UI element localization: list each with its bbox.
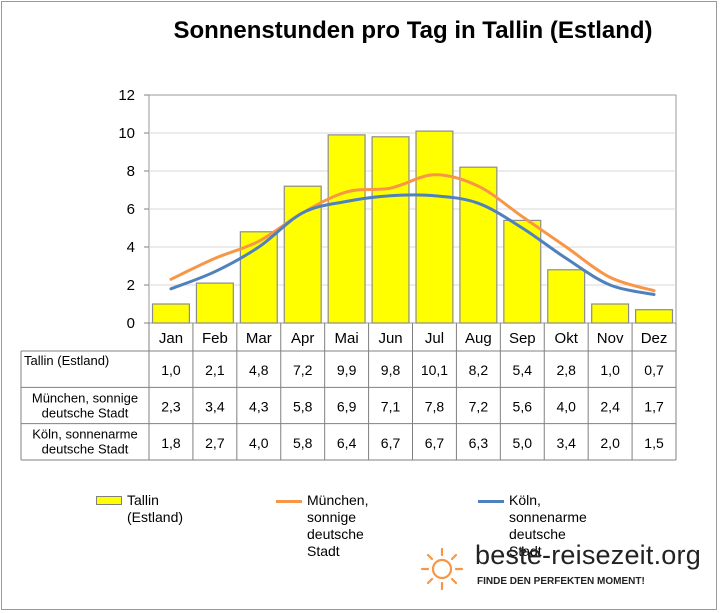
table-cell: 5,8 [293,399,313,415]
row-label-line: München, sonnige [32,390,138,405]
chart-title: Sonnenstunden pro Tag in Tallin (Estland… [173,17,653,44]
table-cell: 4,0 [556,399,576,415]
bar [371,136,410,324]
table-cell: 3,4 [556,435,576,451]
sun-icon [420,547,464,591]
x-tick-label: Dez [641,330,668,347]
x-tick-label: Nov [597,330,624,347]
table-cell: 5,4 [513,362,533,378]
logo-tagline: FINDE DEN PERFEKTEN MOMENT! [477,576,645,587]
row-label: Köln, sonnenarme deutsche Stadt [32,427,138,457]
table-cell: 6,4 [337,435,357,451]
row-label-line: deutsche Stadt [42,405,129,420]
table-cell: 1,0 [600,362,620,378]
x-tick-label: Mai [335,330,359,347]
series-line-muenchen [169,173,656,293]
bar [591,303,630,324]
table-cell: 8,2 [469,362,489,378]
table-cell: 6,3 [469,435,489,451]
table-cell: 2,1 [205,362,225,378]
legend-label: Köln, sonnenarme deutsche Stadt [509,492,587,559]
y-tick-label: 10 [118,125,135,142]
table-cell: 2,4 [600,399,620,415]
table-cell: 6,9 [337,399,357,415]
table-cell: 5,0 [513,435,533,451]
y-tick-label: 12 [118,87,135,104]
legend-swatch-line [276,500,302,503]
x-tick-label: Feb [202,330,228,347]
series-line-koeln [169,193,656,296]
legend-label: München, sonnige deutsche Stadt [307,492,369,559]
x-tick-label: Aug [465,330,492,347]
table-cell: 10,1 [421,362,448,378]
y-tick-label: 6 [127,201,135,218]
table-cell: 2,8 [556,362,576,378]
table-cell: 2,7 [205,435,225,451]
table-cell: 2,0 [600,435,620,451]
bar [415,130,454,324]
table-cell: 1,0 [161,362,181,378]
bar [459,166,498,324]
x-tick-label: Mar [246,330,272,347]
table-cell: 2,3 [161,399,181,415]
table-cell: 7,1 [381,399,401,415]
row-label: München, sonnige deutsche Stadt [32,390,138,420]
legend-label: Tallin (Estland) [127,492,184,525]
x-tick-label: Sep [509,330,536,347]
table-cell: 9,8 [381,362,401,378]
table-cell: 0,7 [644,362,664,378]
table-cell: 1,7 [644,399,664,415]
table-cell: 7,2 [293,362,313,378]
y-tick-label: 4 [127,239,135,256]
x-tick-label: Okt [555,330,579,347]
x-tick-label: Jul [425,330,444,347]
bar [327,134,366,324]
row-label-line: deutsche Stadt [42,442,129,457]
bar [195,282,234,324]
y-tick-label: 0 [127,315,135,332]
bar [547,269,586,324]
logo-text: beste-reisezeit.org [475,540,701,570]
table-cell: 9,9 [337,362,357,378]
table-cell: 5,6 [513,399,533,415]
x-tick-label: Jun [378,330,402,347]
legend-swatch-line [478,500,504,503]
table-cell: 7,2 [469,399,489,415]
table-cell: 4,3 [249,399,269,415]
table-cell: 3,4 [205,399,225,415]
table-cell: 7,8 [425,399,445,415]
table-cell: 4,8 [249,362,269,378]
x-tick-label: Apr [291,330,314,347]
legend-swatch-bar [96,496,122,505]
x-tick-label: Jan [159,330,183,347]
bar [634,309,674,324]
row-label-line: Köln, sonnenarme [32,427,138,442]
table-cell: 6,7 [425,435,445,451]
table-cell: 1,8 [161,435,181,451]
y-tick-label: 2 [127,277,135,294]
table-cell: 6,7 [381,435,401,451]
table-cell: 4,0 [249,435,269,451]
y-tick-label: 8 [127,163,135,180]
table-cell: 5,8 [293,435,313,451]
table-cell: 1,5 [644,435,664,451]
bar [151,303,191,324]
row-label: Tallin (Estland) [24,353,109,368]
